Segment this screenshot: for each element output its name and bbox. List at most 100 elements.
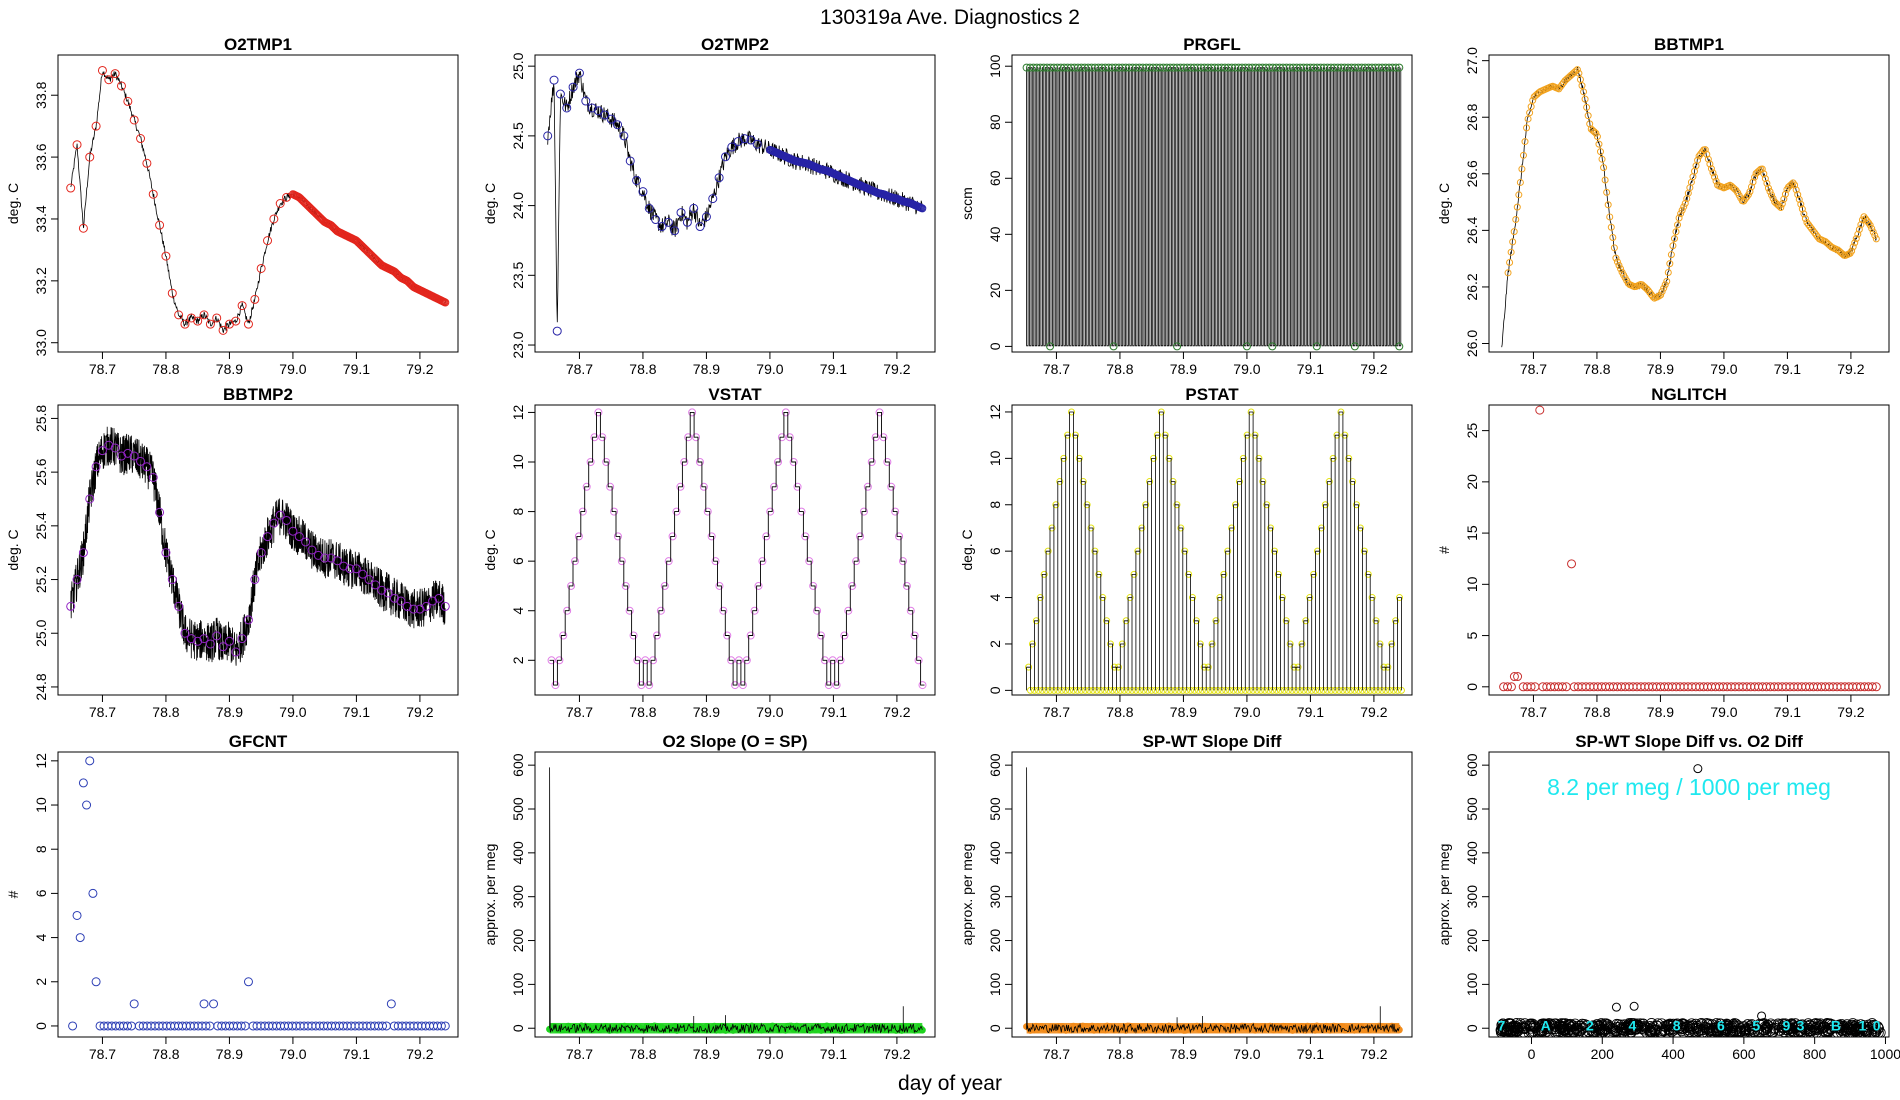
data-point (606, 482, 615, 491)
data-point (688, 408, 697, 417)
data-point (805, 557, 814, 566)
data-point (1251, 431, 1259, 439)
group-label: 5 (1752, 1017, 1760, 1033)
data-point (1797, 200, 1805, 208)
y-tick-label: 20 (987, 282, 1003, 298)
data-point (199, 999, 209, 1009)
data-point (1255, 454, 1263, 462)
data-point (1848, 247, 1856, 255)
data-point (199, 310, 209, 320)
data-point (574, 532, 583, 541)
data-point (1611, 1025, 1623, 1037)
data-point (1757, 1011, 1767, 1021)
data-point (649, 656, 658, 665)
data-point (1247, 408, 1255, 416)
data-point (844, 606, 853, 615)
data-point (1778, 200, 1786, 208)
data-point (1169, 478, 1177, 486)
data-point (1208, 640, 1216, 648)
y-tick-label: 0 (1464, 683, 1480, 691)
y-axis-label: approx. per meg (1436, 844, 1452, 946)
x-tick-label: 78.7 (1043, 704, 1070, 720)
data-point (816, 631, 825, 640)
data-point (186, 634, 196, 644)
y-axis-label: approx. per meg (959, 844, 975, 946)
y-tick-label: 33.4 (33, 205, 49, 232)
y-tick-label: 25.8 (33, 405, 49, 432)
y-tick-label: 24.8 (33, 673, 49, 700)
x-tick-label: 79.2 (1837, 361, 1864, 377)
data-point (1185, 570, 1193, 578)
data-point (1792, 186, 1800, 194)
panel-o2tmp2: O2TMP2 deg. C 78.7 78.8 78.9 79.0 79.1 79.2 23.0… (482, 35, 936, 377)
data-point (1068, 408, 1076, 416)
data-point (78, 223, 88, 233)
data-point (1503, 682, 1513, 692)
data-point (750, 606, 759, 615)
data-point (116, 451, 126, 461)
data-point (723, 631, 732, 640)
data-point (1040, 570, 1048, 578)
data-point (1623, 1018, 1635, 1029)
data-point (1680, 203, 1688, 211)
data-point (1867, 682, 1877, 692)
data-point (212, 631, 222, 641)
y-tick-label: 24.0 (510, 192, 526, 219)
x-tick-label: 79.0 (756, 361, 783, 377)
data-point (440, 1021, 450, 1031)
data-point (1524, 1020, 1536, 1032)
data-point (167, 288, 177, 298)
y-tick-label: 0 (510, 1024, 526, 1032)
data-point (136, 456, 146, 466)
data-point (243, 319, 253, 329)
series-line (549, 411, 925, 686)
x-tick-label: 78.8 (629, 704, 656, 720)
data-point (1376, 640, 1384, 648)
series-line (1501, 66, 1877, 348)
data-point (1392, 617, 1400, 625)
data-point (1356, 524, 1364, 532)
data-point (1075, 454, 1083, 462)
data-point (1312, 342, 1321, 351)
data-point (820, 656, 829, 665)
data-point (1675, 214, 1683, 222)
data-point (598, 433, 607, 442)
data-point (1714, 1024, 1725, 1036)
data-point (610, 507, 619, 516)
data-point (562, 103, 572, 113)
data-point (320, 553, 330, 563)
x-tick-label: 79.0 (756, 1046, 783, 1062)
data-point (1613, 258, 1621, 266)
data-point (1578, 82, 1586, 90)
data-point (670, 226, 680, 236)
x-tick-label: 78.9 (1170, 1046, 1197, 1062)
y-tick-label: 8 (987, 501, 1003, 509)
data-point (386, 999, 396, 1009)
data-point (715, 581, 724, 590)
data-point (161, 548, 171, 558)
data-point (1701, 146, 1709, 154)
data-point (593, 106, 603, 116)
y-tick-label: 12 (510, 404, 526, 420)
data-point (1639, 1020, 1651, 1032)
data-point (1353, 501, 1361, 509)
panel-title: O2TMP1 (224, 35, 292, 54)
data-point (1760, 170, 1768, 178)
y-tick-label: 100 (1464, 972, 1480, 996)
data-point (1071, 431, 1079, 439)
data-point (1600, 164, 1608, 172)
data-point (1610, 244, 1618, 252)
data-point (1130, 570, 1138, 578)
data-point (1395, 63, 1404, 72)
data-point (789, 458, 798, 467)
data-point (1107, 640, 1115, 648)
y-tick-label: 2 (510, 656, 526, 664)
figure-title: 130319a Ave. Diagnostics 2 (820, 6, 1080, 29)
group-label: 4 (1628, 1017, 1636, 1033)
plot-area (1499, 405, 1881, 692)
data-point (785, 433, 794, 442)
x-tick-label: 78.8 (152, 1046, 179, 1062)
data-point (663, 217, 673, 227)
data-point (345, 564, 355, 574)
